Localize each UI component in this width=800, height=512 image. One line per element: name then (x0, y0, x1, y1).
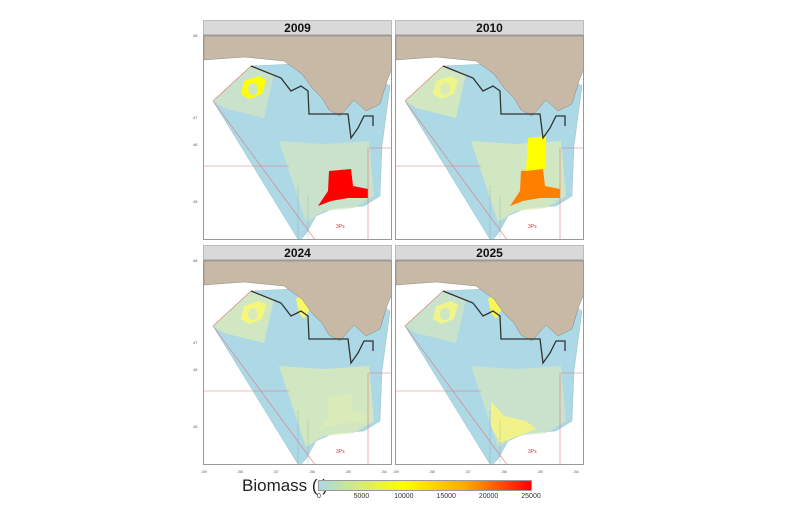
south-shade (279, 366, 374, 447)
boundary-line (250, 65, 374, 140)
grid-line (212, 325, 315, 464)
land (204, 36, 391, 117)
biomass-south (318, 169, 368, 206)
y-tick-label: 46 (193, 142, 198, 147)
grid-line (212, 65, 252, 102)
x-tick-label: -57 (273, 469, 279, 474)
panel-title: 2024 (203, 245, 392, 260)
x-tick-label: -57 (465, 469, 471, 474)
grid-line (404, 65, 444, 102)
map-plot: 3Ps (203, 260, 392, 465)
y-tick-label: 47 (193, 115, 198, 120)
map-panel-2009: 2009 3Ps 48 47 46 45 (193, 20, 392, 240)
map-panel-2010: 2010 3Ps (395, 20, 584, 240)
x-tick-label: -56 (309, 469, 315, 474)
biomass-south (510, 169, 560, 206)
grid-line (212, 290, 252, 327)
area-label: 3Ps (528, 449, 537, 455)
x-tick-label: -59 (393, 469, 399, 474)
biomass-sw (491, 401, 536, 443)
south-shade (279, 141, 374, 222)
y-tick-label: 45 (193, 199, 198, 204)
y-tick-label: 45 (193, 424, 198, 429)
x-tick-label: -59 (201, 469, 207, 474)
biomass-south (318, 394, 368, 431)
grid-line (212, 100, 315, 239)
y-tick-label: 48 (193, 258, 198, 263)
map-panel-2025: 2025 3Ps (395, 245, 584, 465)
y-tick-label: 48 (193, 33, 198, 38)
colorbar-tick-label: 15000 (436, 493, 456, 500)
x-tick-label: -55 (345, 469, 351, 474)
area-label: 3Ps (336, 449, 345, 455)
x-tick-label: -58 (429, 469, 435, 474)
map-plot: 3Ps (395, 35, 584, 240)
legend-title: Biomass (t) (242, 476, 328, 495)
area-label: 3Ps (528, 224, 537, 230)
land (396, 36, 583, 117)
boundary-line (442, 290, 566, 365)
y-tick-label: 47 (193, 340, 198, 345)
x-tick-label: -55 (537, 469, 543, 474)
colorbar-tick-label: 25000 (521, 493, 541, 500)
x-tick-label: -54 (573, 469, 579, 474)
land (204, 261, 391, 342)
biomass-south-upper (526, 136, 546, 171)
colorbar-tick-label: 5000 (353, 493, 370, 500)
grid-line (404, 100, 507, 239)
colorbar (318, 480, 532, 491)
map-panel-2024: 2024 3Ps 48 47 46 45 (193, 245, 392, 465)
x-tick-label: -54 (381, 469, 387, 474)
panel-title: 2009 (203, 20, 392, 35)
x-tick-label: -58 (237, 469, 243, 474)
grid-line (404, 290, 444, 327)
panel-title: 2025 (395, 245, 584, 260)
land (396, 261, 583, 342)
map-plot: 3Ps (203, 35, 392, 240)
map-plot: 3Ps (395, 260, 584, 465)
x-tick-label: -56 (501, 469, 507, 474)
y-tick-label: 46 (193, 367, 198, 372)
panel-title: 2010 (395, 20, 584, 35)
grid-line (404, 325, 507, 464)
colorbar-tick-label: 10000 (394, 493, 414, 500)
colorbar-tick-label: 20000 (478, 493, 499, 500)
boundary-line (250, 290, 374, 365)
colorbar-tick-label: 0 (317, 493, 321, 500)
boundary-line (442, 65, 566, 140)
area-label: 3Ps (336, 224, 345, 230)
